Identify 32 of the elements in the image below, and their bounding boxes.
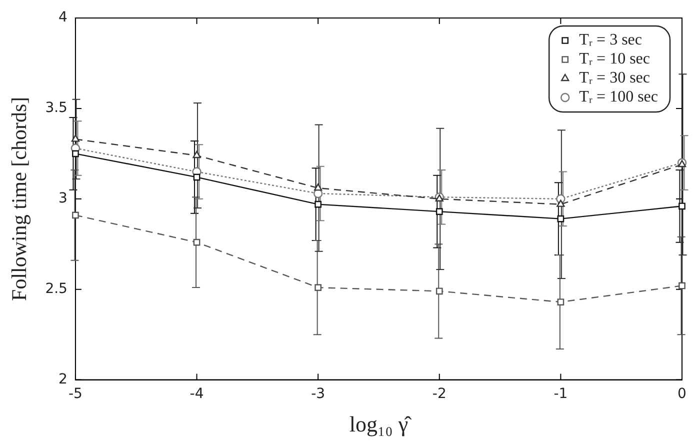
- point: [192, 150, 201, 158]
- point: [72, 212, 79, 219]
- point: [678, 282, 686, 290]
- y-axis-title: Following time [chords]: [7, 96, 32, 301]
- point: [193, 238, 200, 246]
- x-tick-label: -4: [190, 386, 204, 402]
- point: [557, 215, 564, 222]
- legend-label: Tᵣ = 3 sec: [579, 32, 642, 49]
- x-tick-label: -5: [68, 386, 82, 402]
- x-tick-label: -2: [432, 386, 446, 402]
- point: [436, 208, 443, 215]
- point: [193, 174, 200, 181]
- point: [314, 183, 322, 191]
- point: [314, 200, 322, 208]
- legend-label: Tᵣ = 30 sec: [579, 70, 650, 87]
- y-tick-label: 4: [58, 10, 68, 26]
- legend-label: Tᵣ = 100 sec: [579, 88, 658, 106]
- point: [678, 202, 686, 210]
- legend-label: Tᵣ = 10 sec: [579, 50, 650, 68]
- point: [556, 200, 565, 207]
- x-tick-label: 0: [678, 386, 686, 402]
- x-tick-label: -3: [311, 386, 326, 402]
- point: [557, 298, 564, 306]
- point: [72, 150, 79, 158]
- y-tick-label: 3.5: [45, 100, 68, 116]
- x-axis-title: log₁₀ γ̂: [349, 412, 412, 437]
- y-tick-label: 2.5: [45, 280, 68, 297]
- y-tick-label: 2: [58, 371, 68, 388]
- point: [436, 288, 443, 295]
- y-tick-label: 3: [58, 190, 68, 207]
- x-tick-label: -1: [554, 386, 568, 402]
- point: [314, 284, 322, 291]
